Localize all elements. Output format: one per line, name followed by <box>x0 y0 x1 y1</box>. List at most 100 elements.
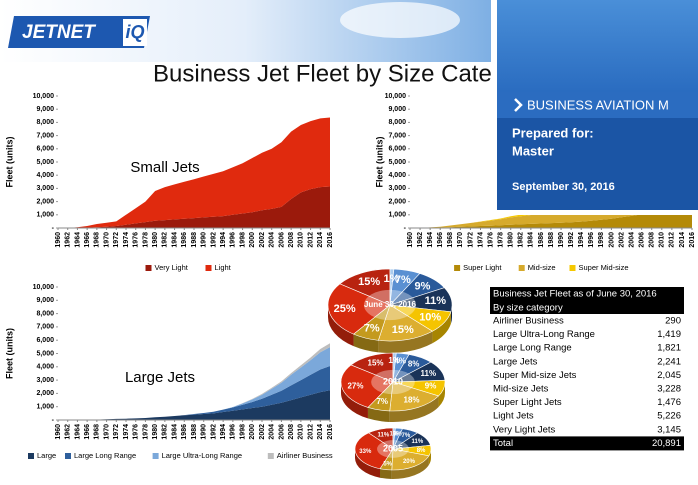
slice-label: 10% <box>419 311 441 323</box>
chart-annotation: Small Jets <box>130 159 199 176</box>
slice-side <box>380 469 392 479</box>
legend-label: Airliner Business <box>277 451 333 460</box>
slice-label: 15% <box>368 359 384 368</box>
x-tick-label: 1962 <box>65 424 72 440</box>
y-tick-label: 2,000 <box>36 390 54 397</box>
y-tick-label: 1,000 <box>388 212 406 219</box>
row-label: Airliner Business <box>493 316 564 327</box>
row-label: Mid-size Jets <box>493 384 549 395</box>
y-tick-label: 4,000 <box>388 172 406 179</box>
x-tick-label: 1988 <box>548 232 555 248</box>
row-value: 5,226 <box>657 411 681 422</box>
x-tick-label: 2006 <box>638 232 645 248</box>
x-tick-label: 1976 <box>487 232 494 248</box>
legend-label: Super Mid-size <box>579 263 629 272</box>
legend-swatch <box>519 265 525 271</box>
slice-label: 11% <box>378 432 390 438</box>
legend-swatch <box>153 453 159 459</box>
x-tick-label: 2000 <box>608 232 615 248</box>
x-tick-label: 2004 <box>269 424 276 440</box>
x-tick-label: 1964 <box>427 232 434 248</box>
x-tick-label: 1978 <box>142 232 149 248</box>
row-value: 3,145 <box>657 424 681 435</box>
slice-label: 8% <box>417 448 426 454</box>
legend-label: Super Light <box>463 263 502 272</box>
x-tick-label: 1994 <box>220 232 227 248</box>
y-tick-label: 3,000 <box>36 185 54 192</box>
slice-label: 7% <box>376 397 388 406</box>
page: JETNET iQ Business Jet Fleet by Size Cat… <box>0 0 698 485</box>
x-tick-label: 1984 <box>171 424 178 440</box>
x-tick-label: 1968 <box>447 232 454 248</box>
pie-center-label: June 30, 2016 <box>364 300 417 309</box>
slice-label: 7% <box>402 433 411 439</box>
x-tick-label: 1986 <box>181 424 188 440</box>
x-tick-label: 1976 <box>133 424 140 440</box>
x-tick-label: 1994 <box>220 424 227 440</box>
x-tick-label: 1998 <box>239 424 246 440</box>
x-tick-label: 2016 <box>327 232 334 248</box>
x-tick-label: 1960 <box>407 232 414 248</box>
x-tick-label: 2002 <box>618 232 625 248</box>
x-tick-label: 2004 <box>269 232 276 248</box>
row-value: 290 <box>665 316 681 327</box>
x-tick-label: 1980 <box>152 232 159 248</box>
chart-annotation: Large Jets <box>125 369 195 386</box>
logo-suffix: iQ <box>125 22 144 42</box>
y-axis-label: Fleet (units) <box>4 136 14 187</box>
slide: JETNET iQ Business Jet Fleet by Size Cat… <box>0 0 698 485</box>
x-tick-label: 1990 <box>201 424 208 440</box>
y-tick-label: 4,000 <box>36 364 54 371</box>
x-tick-label: 1968 <box>94 424 101 440</box>
row-value: 3,228 <box>657 384 681 395</box>
table-title: Business Jet Fleet as of June 30, 2016 <box>493 289 657 300</box>
x-tick-label: 1982 <box>162 424 169 440</box>
legend-swatch <box>454 265 460 271</box>
legend-label: Large Ultra-Long Range <box>162 451 242 460</box>
panel-heading: BUSINESS AVIATION M <box>527 97 669 112</box>
slice-label: 4% <box>394 357 406 366</box>
y-tick-label: 6,000 <box>388 146 406 153</box>
slice-label: 9% <box>425 382 437 391</box>
x-tick-label: 1986 <box>538 232 545 248</box>
slice-label: 20% <box>403 459 416 465</box>
table: Business Jet Fleet as of June 30, 2016By… <box>490 287 684 450</box>
x-tick-label: 2010 <box>298 232 305 248</box>
y-axis-label: Fleet (units) <box>4 328 14 379</box>
x-tick-label: 1966 <box>84 232 91 248</box>
row-label: Super Mid-size Jets <box>493 370 577 381</box>
y-tick-label: 10,000 <box>33 284 55 291</box>
x-tick-label: 2004 <box>628 232 635 248</box>
x-tick-label: 1982 <box>162 232 169 248</box>
y-tick-label: 5,000 <box>36 159 54 166</box>
x-tick-label: 1996 <box>230 424 237 440</box>
slice-label: 11% <box>412 439 424 445</box>
x-tick-label: 2006 <box>278 232 285 248</box>
y-tick-label: 9,000 <box>36 297 54 304</box>
x-tick-label: 1968 <box>94 232 101 248</box>
pie-center-label: 2010 <box>383 376 403 386</box>
x-tick-label: 1974 <box>477 232 484 248</box>
x-tick-label: 2008 <box>288 232 295 248</box>
y-tick-label: 7,000 <box>36 324 54 331</box>
y-tick-label: 9,000 <box>388 106 406 113</box>
x-tick-label: 2016 <box>689 232 696 248</box>
x-tick-label: 2008 <box>649 232 656 248</box>
x-tick-label: 1960 <box>55 424 62 440</box>
x-tick-label: 1982 <box>518 232 525 248</box>
row-value: 2,241 <box>657 356 681 367</box>
legend-label: Mid-size <box>528 263 556 272</box>
slide-title: Business Jet Fleet by Size Cate <box>153 60 492 87</box>
x-tick-label: 1986 <box>181 232 188 248</box>
x-tick-label: 2006 <box>278 424 285 440</box>
x-tick-label: 1960 <box>55 232 62 248</box>
slice-label: 8% <box>408 359 420 368</box>
slice-label: 11% <box>421 369 437 378</box>
x-tick-label: 1962 <box>417 232 424 248</box>
slice-label: 27% <box>347 382 363 391</box>
row-label: Large Ultra-Long Range <box>493 329 595 340</box>
x-tick-label: 1992 <box>568 232 575 248</box>
row-label: Super Light Jets <box>493 397 562 408</box>
logo: JETNET <box>22 22 96 43</box>
legend-swatch <box>65 453 71 459</box>
